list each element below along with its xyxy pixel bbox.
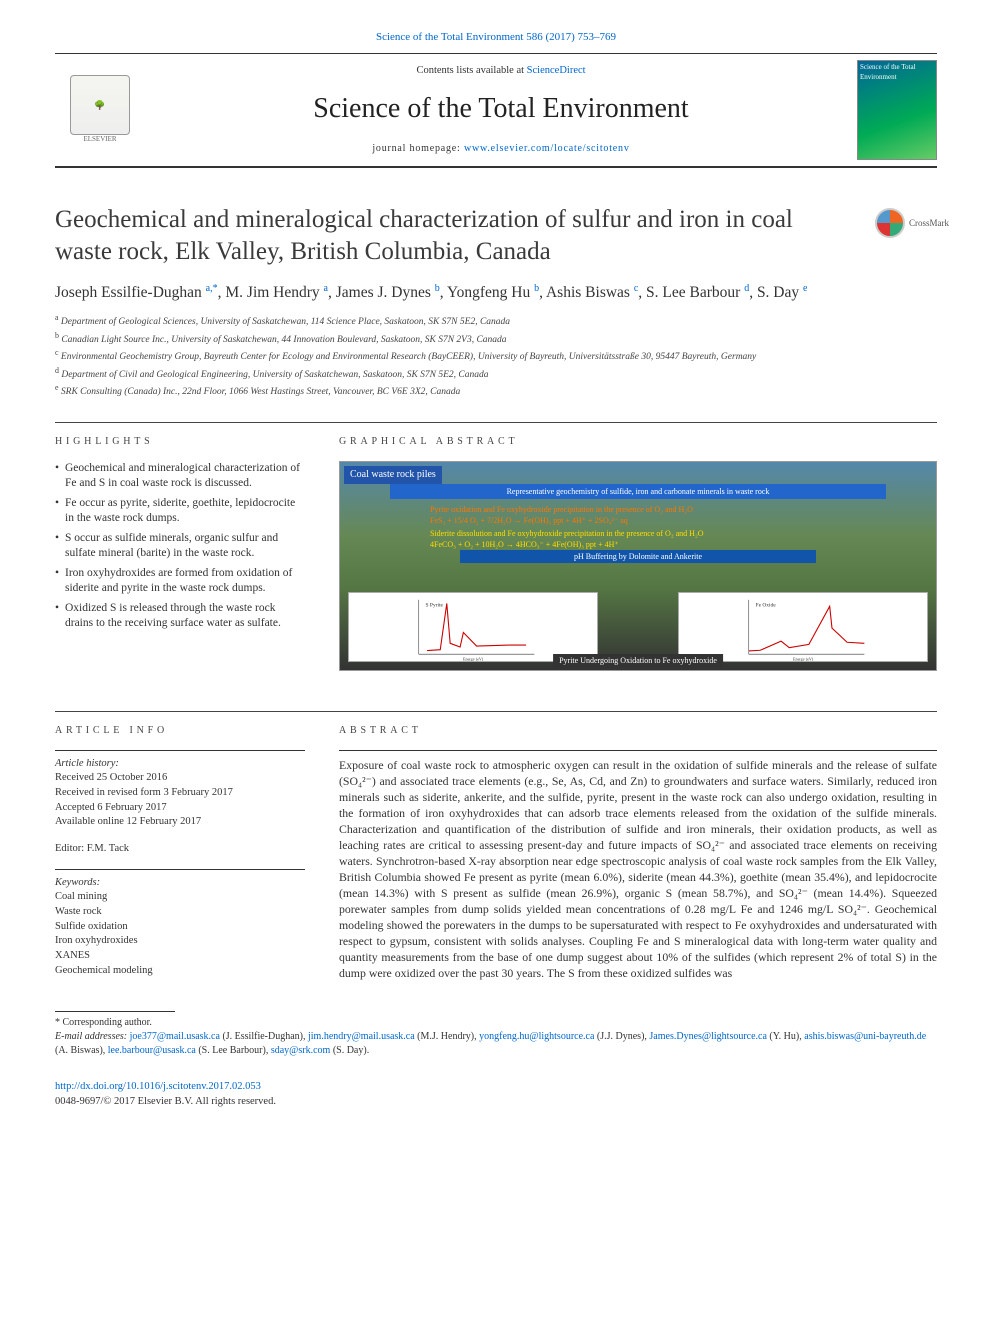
elsevier-tree-icon: 🌳 — [70, 75, 130, 135]
affiliation-line: e SRK Consulting (Canada) Inc., 22nd Flo… — [55, 382, 937, 399]
highlight-item: Geochemical and mineralogical characteri… — [55, 461, 305, 492]
ga-subtitle: Representative geochemistry of sulfide, … — [390, 484, 886, 499]
author-email-link[interactable]: ashis.biswas@uni-bayreuth.de — [804, 1031, 926, 1042]
abstract-text: Exposure of coal waste rock to atmospher… — [339, 757, 937, 981]
journal-name: Science of the Total Environment — [163, 89, 839, 128]
highlights-heading: HIGHLIGHTS — [55, 435, 305, 449]
history-line: Accepted 6 February 2017 — [55, 801, 305, 816]
crossmark-badge[interactable]: CrossMark — [875, 204, 937, 242]
crossmark-icon — [875, 208, 905, 238]
keyword-item: Coal mining — [55, 890, 305, 905]
keyword-item: Geochemical modeling — [55, 964, 305, 979]
graphical-abstract-heading: GRAPHICAL ABSTRACT — [339, 435, 937, 449]
homepage-link[interactable]: www.elsevier.com/locate/scitotenv — [464, 143, 630, 154]
editor-line: Editor: F.M. Tack — [55, 842, 305, 857]
history-line: Received in revised form 3 February 2017 — [55, 786, 305, 801]
copyright-line: 0048-9697/© 2017 Elsevier B.V. All right… — [55, 1096, 276, 1107]
journal-banner: 🌳 ELSEVIER Contents lists available at S… — [55, 53, 937, 168]
crossmark-label: CrossMark — [909, 217, 949, 230]
corresp-label: * Corresponding author. — [55, 1016, 937, 1030]
highlight-item: S occur as sulfide minerals, organic sul… — [55, 531, 305, 562]
article-footer: http://dx.doi.org/10.1016/j.scitotenv.20… — [55, 1080, 937, 1109]
article-history: Article history: Received 25 October 201… — [55, 757, 305, 830]
journal-cover-thumbnail: Science of the Total Environment — [857, 60, 937, 160]
author-email-link[interactable]: jim.hendry@mail.usask.ca — [308, 1031, 415, 1042]
journal-citation: Science of the Total Environment 586 (20… — [55, 30, 937, 45]
citation-link[interactable]: Science of the Total Environment 586 (20… — [376, 31, 616, 43]
elsevier-logo: 🌳 ELSEVIER — [55, 65, 145, 155]
article-title: Geochemical and mineralogical characteri… — [55, 204, 855, 267]
history-heading: Article history: — [55, 757, 305, 772]
ga-left-spectrum-chart: S Pyrite Energy (eV) — [348, 592, 598, 662]
ga-reaction-2: Siderite dissolution and Fe oxyhydroxide… — [430, 528, 704, 550]
keyword-item: Waste rock — [55, 905, 305, 920]
highlight-item: Fe occur as pyrite, siderite, goethite, … — [55, 496, 305, 527]
affiliation-line: b Canadian Light Source Inc., University… — [55, 330, 937, 347]
affiliations: a Department of Geological Sciences, Uni… — [55, 312, 937, 399]
publisher-name: ELSEVIER — [83, 135, 116, 145]
svg-text:S Pyrite: S Pyrite — [426, 602, 444, 608]
affiliation-line: d Department of Civil and Geological Eng… — [55, 365, 937, 382]
history-line: Available online 12 February 2017 — [55, 815, 305, 830]
highlight-item: Iron oxyhydroxides are formed from oxida… — [55, 566, 305, 597]
svg-text:Energy (eV): Energy (eV) — [463, 656, 484, 661]
keywords-list: Coal miningWaste rockSulfide oxidationIr… — [55, 890, 305, 978]
doi-link[interactable]: http://dx.doi.org/10.1016/j.scitotenv.20… — [55, 1081, 261, 1092]
contents-line: Contents lists available at ScienceDirec… — [163, 64, 839, 79]
corresponding-author-footnote: * Corresponding author. E-mail addresses… — [55, 1016, 937, 1058]
svg-text:Fe Oxide: Fe Oxide — [755, 602, 776, 608]
keyword-item: Iron oxyhydroxides — [55, 934, 305, 949]
highlight-item: Oxidized S is released through the waste… — [55, 601, 305, 632]
svg-text:Energy (eV): Energy (eV) — [793, 656, 814, 661]
author-list: Joseph Essilfie-Dughan a,*, M. Jim Hendr… — [55, 281, 937, 304]
author-email-link[interactable]: yongfeng.hu@lightsource.ca — [479, 1031, 594, 1042]
author-email-link[interactable]: joe377@mail.usask.ca — [130, 1031, 220, 1042]
ga-caption: Pyrite Undergoing Oxidation to Fe oxyhyd… — [553, 654, 723, 667]
homepage-line: journal homepage: www.elsevier.com/locat… — [163, 142, 839, 156]
keywords-heading: Keywords: — [55, 876, 305, 891]
keyword-item: XANES — [55, 949, 305, 964]
author-emails: E-mail addresses: joe377@mail.usask.ca (… — [55, 1030, 937, 1058]
graphical-abstract-figure: Coal waste rock piles Representative geo… — [339, 461, 937, 671]
abstract-heading: ABSTRACT — [339, 724, 937, 738]
history-line: Received 25 October 2016 — [55, 771, 305, 786]
affiliation-line: c Environmental Geochemistry Group, Bayr… — [55, 347, 937, 364]
ga-reaction-1: Pyrite oxidation and Fe oxyhydroxide pre… — [430, 504, 693, 526]
ga-reaction-3: pH Buffering by Dolomite and Ankerite — [460, 550, 816, 563]
ga-right-spectrum-chart: Fe Oxide Energy (eV) — [678, 592, 928, 662]
article-info-heading: ARTICLE INFO — [55, 724, 305, 738]
affiliation-line: a Department of Geological Sciences, Uni… — [55, 312, 937, 329]
ga-title: Coal waste rock piles — [344, 466, 442, 484]
author-email-link[interactable]: James.Dynes@lightsource.ca — [649, 1031, 767, 1042]
highlights-list: Geochemical and mineralogical characteri… — [55, 461, 305, 632]
keyword-item: Sulfide oxidation — [55, 920, 305, 935]
author-email-link[interactable]: lee.barbour@usask.ca — [108, 1045, 196, 1056]
sciencedirect-link[interactable]: ScienceDirect — [527, 65, 586, 76]
author-email-link[interactable]: sday@srk.com — [271, 1045, 330, 1056]
